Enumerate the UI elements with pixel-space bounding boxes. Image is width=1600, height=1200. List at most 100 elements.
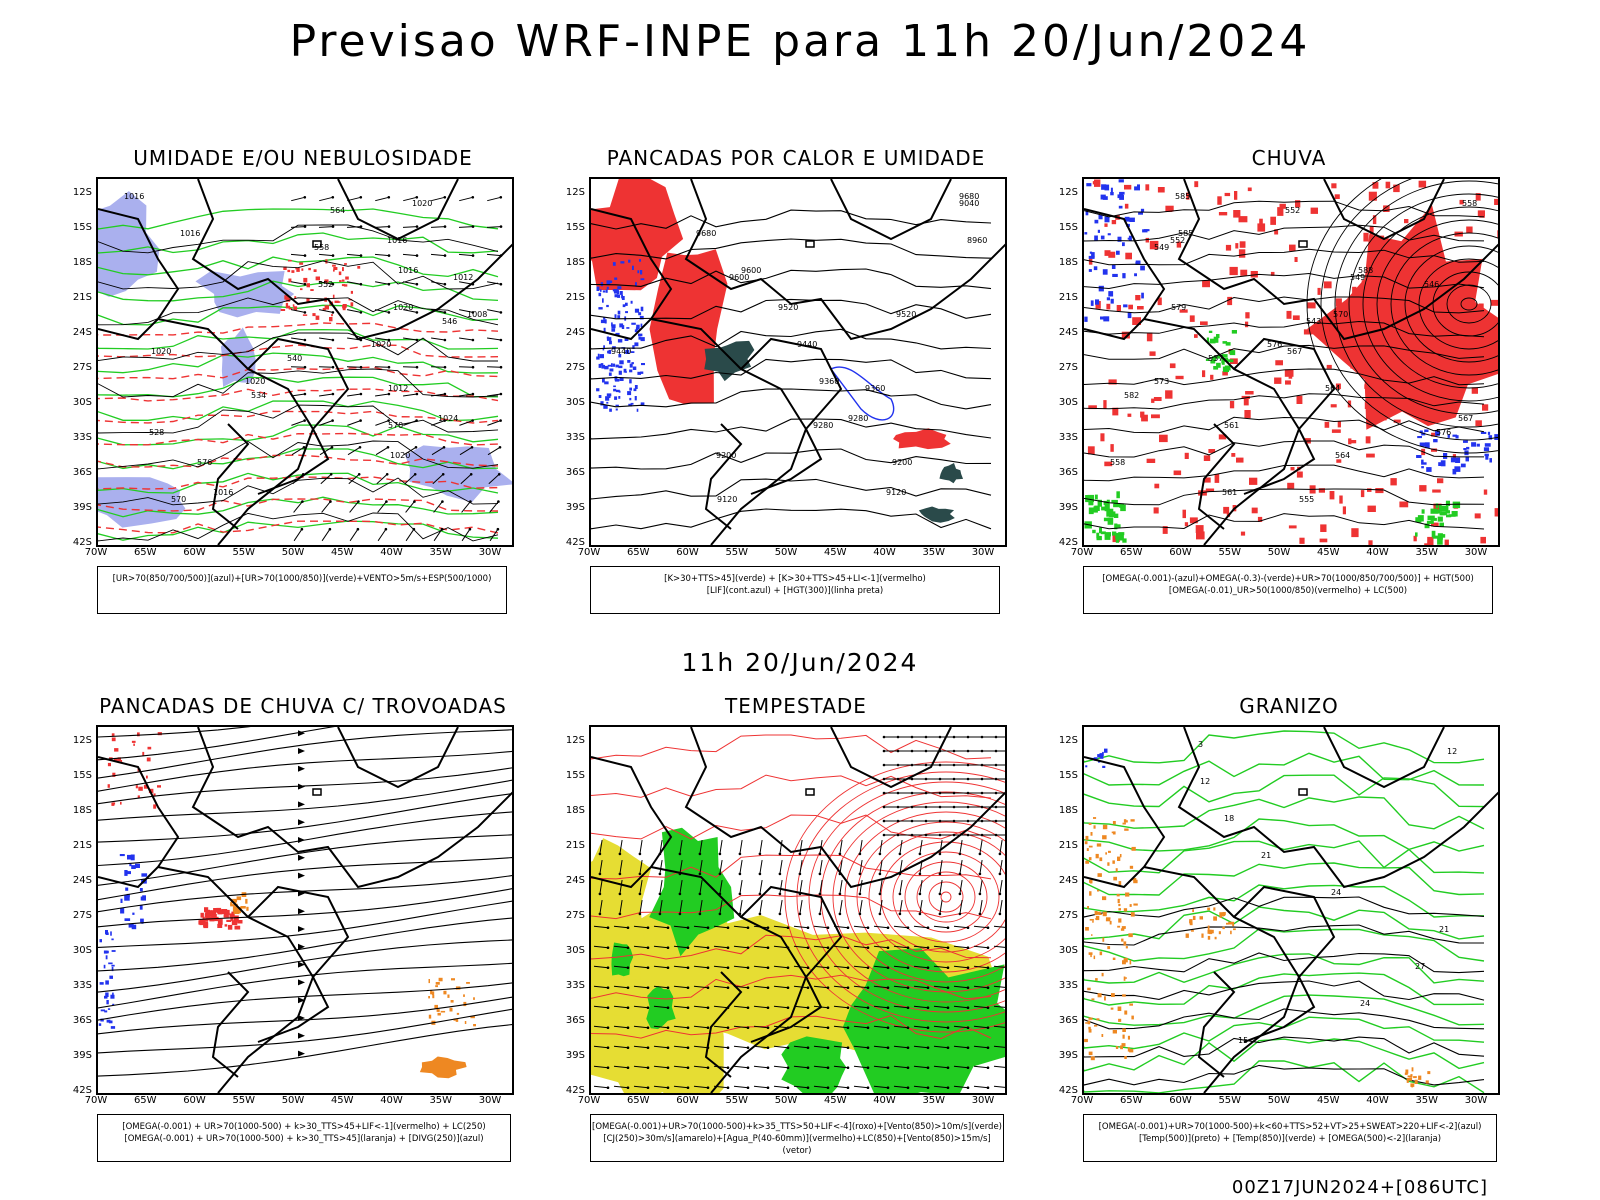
omega-500-region (1407, 1075, 1412, 1078)
wind-vector-head (331, 338, 335, 342)
latitude-tick: 12S (565, 735, 585, 746)
wind-850-vector-head (626, 1066, 630, 1069)
rain-omega-strong (1424, 523, 1429, 528)
thickness-label-cluster (308, 267, 311, 271)
lifted-index-contour (609, 408, 612, 412)
omega-500-region (1129, 1049, 1134, 1053)
humidity-low-levels-contour (98, 232, 499, 254)
contour-label: 9200 (892, 458, 912, 467)
wind-850-vector-head (946, 1006, 950, 1009)
rain-omega-strong (1437, 537, 1443, 545)
latitude-tick: 33S (72, 980, 92, 991)
wind-vector-head (415, 282, 419, 286)
wind-vector (290, 226, 306, 228)
wind-850-vector-head (958, 912, 962, 916)
wind-850-vector (713, 925, 729, 929)
wind-850-vector (693, 985, 709, 989)
wind-850-vector (639, 880, 643, 894)
rain-omega-region (1222, 371, 1228, 376)
divergence-250hpa (132, 912, 135, 915)
wind-vector-head (499, 282, 503, 286)
wind-vector-head (414, 446, 418, 449)
contour-label: 24 (1331, 888, 1341, 897)
wind-850-vector-head (978, 912, 982, 916)
thickness-contour (98, 498, 499, 512)
contour-label: 8960 (967, 236, 987, 245)
lifted-index-contour (625, 311, 628, 314)
wind-850-vector-head (706, 966, 710, 969)
wind-850-vector-head (910, 833, 914, 837)
rain-omega-region (1307, 302, 1316, 309)
thunderstorm-k-region (230, 898, 237, 904)
streamline-250hpa (98, 917, 512, 972)
wind-850-vector-head (806, 926, 810, 929)
temperature-850-contour (1084, 953, 1485, 984)
contour-label: 9520 (896, 310, 916, 319)
rain-omega-strong (1225, 342, 1231, 346)
latitude-tick: 39S (1058, 502, 1078, 513)
thickness-label-cluster (332, 294, 335, 299)
wind-850-vector (813, 985, 829, 989)
rain-omega-region (1095, 301, 1101, 309)
rain-omega-region (1088, 258, 1093, 265)
streamline-250hpa-arrow (298, 765, 305, 772)
wind-vector (487, 309, 501, 313)
wind-850-vector-head (866, 966, 870, 969)
streamline-250hpa (98, 939, 512, 993)
humidity-low-levels-contour (98, 208, 499, 230)
rain-omega-region (1372, 215, 1377, 225)
thickness-label-cluster (292, 304, 295, 307)
wind-850-vector-head (606, 1026, 610, 1029)
rain-omega-region (1111, 220, 1117, 225)
rain-omega-region (1336, 459, 1342, 463)
thunderstorm-k-region (428, 996, 430, 999)
omega-500-region (1213, 916, 1217, 921)
rain-omega-region (1404, 219, 1409, 224)
lifted-index-contour (611, 363, 613, 367)
legend-line: [UR>70(850/700/500)](azul)+[UR>70(1000/8… (112, 574, 492, 584)
rain-omega-weak (1487, 431, 1491, 435)
wind-850-vector (853, 945, 869, 949)
wind-850-vector (893, 1025, 909, 1029)
wind-vector (459, 337, 473, 341)
country-border (337, 179, 459, 241)
wind-850-vector-head (698, 852, 702, 856)
wind-850-vector (639, 860, 643, 874)
latitude-tick: 21S (565, 292, 585, 303)
rain-omega-weak (1465, 456, 1469, 462)
wind-850-vector-head (626, 1026, 630, 1029)
rain-omega-region (1393, 419, 1401, 423)
rain-omega-region (1275, 360, 1283, 366)
wind-850-vector (653, 1065, 669, 1069)
wind-vector-head (443, 196, 447, 199)
rain-omega-region (1471, 387, 1478, 394)
wind-850-vector (633, 1025, 649, 1029)
rain-omega-region (1140, 411, 1145, 418)
rain-omega-strong (1113, 503, 1119, 507)
thunderstorm-k-region (464, 1021, 467, 1024)
longitude-tick: 65W (1119, 1095, 1143, 1106)
lifted-index-contour (638, 333, 643, 337)
rain-omega-region (1124, 203, 1129, 209)
wind-vector-head (303, 282, 307, 286)
omega-500-region (1425, 1080, 1429, 1084)
wind-850-vector-head (866, 926, 870, 929)
wind-850-vector (913, 1025, 929, 1029)
contour-label: 549 (1350, 273, 1365, 282)
height-300hpa-contour (591, 508, 992, 530)
wind-vector-head (387, 311, 391, 314)
rain-omega-weak (1447, 434, 1450, 438)
precipitable-water-contour (904, 861, 988, 933)
lifted-index-contour (606, 286, 609, 290)
omega-500-region (1090, 954, 1092, 958)
wind-850-vector-head (926, 986, 930, 989)
wind-850-vector (619, 860, 623, 874)
lifted-index-contour (606, 304, 609, 308)
hail-index-region (1097, 754, 1101, 758)
wind-vector (293, 528, 303, 542)
thickness-label-cluster (344, 263, 347, 265)
wind-850-vector (653, 925, 669, 929)
omega-500-region (1097, 889, 1100, 892)
contour-label: 9200 (716, 451, 736, 460)
wind-850-vector (633, 925, 649, 929)
